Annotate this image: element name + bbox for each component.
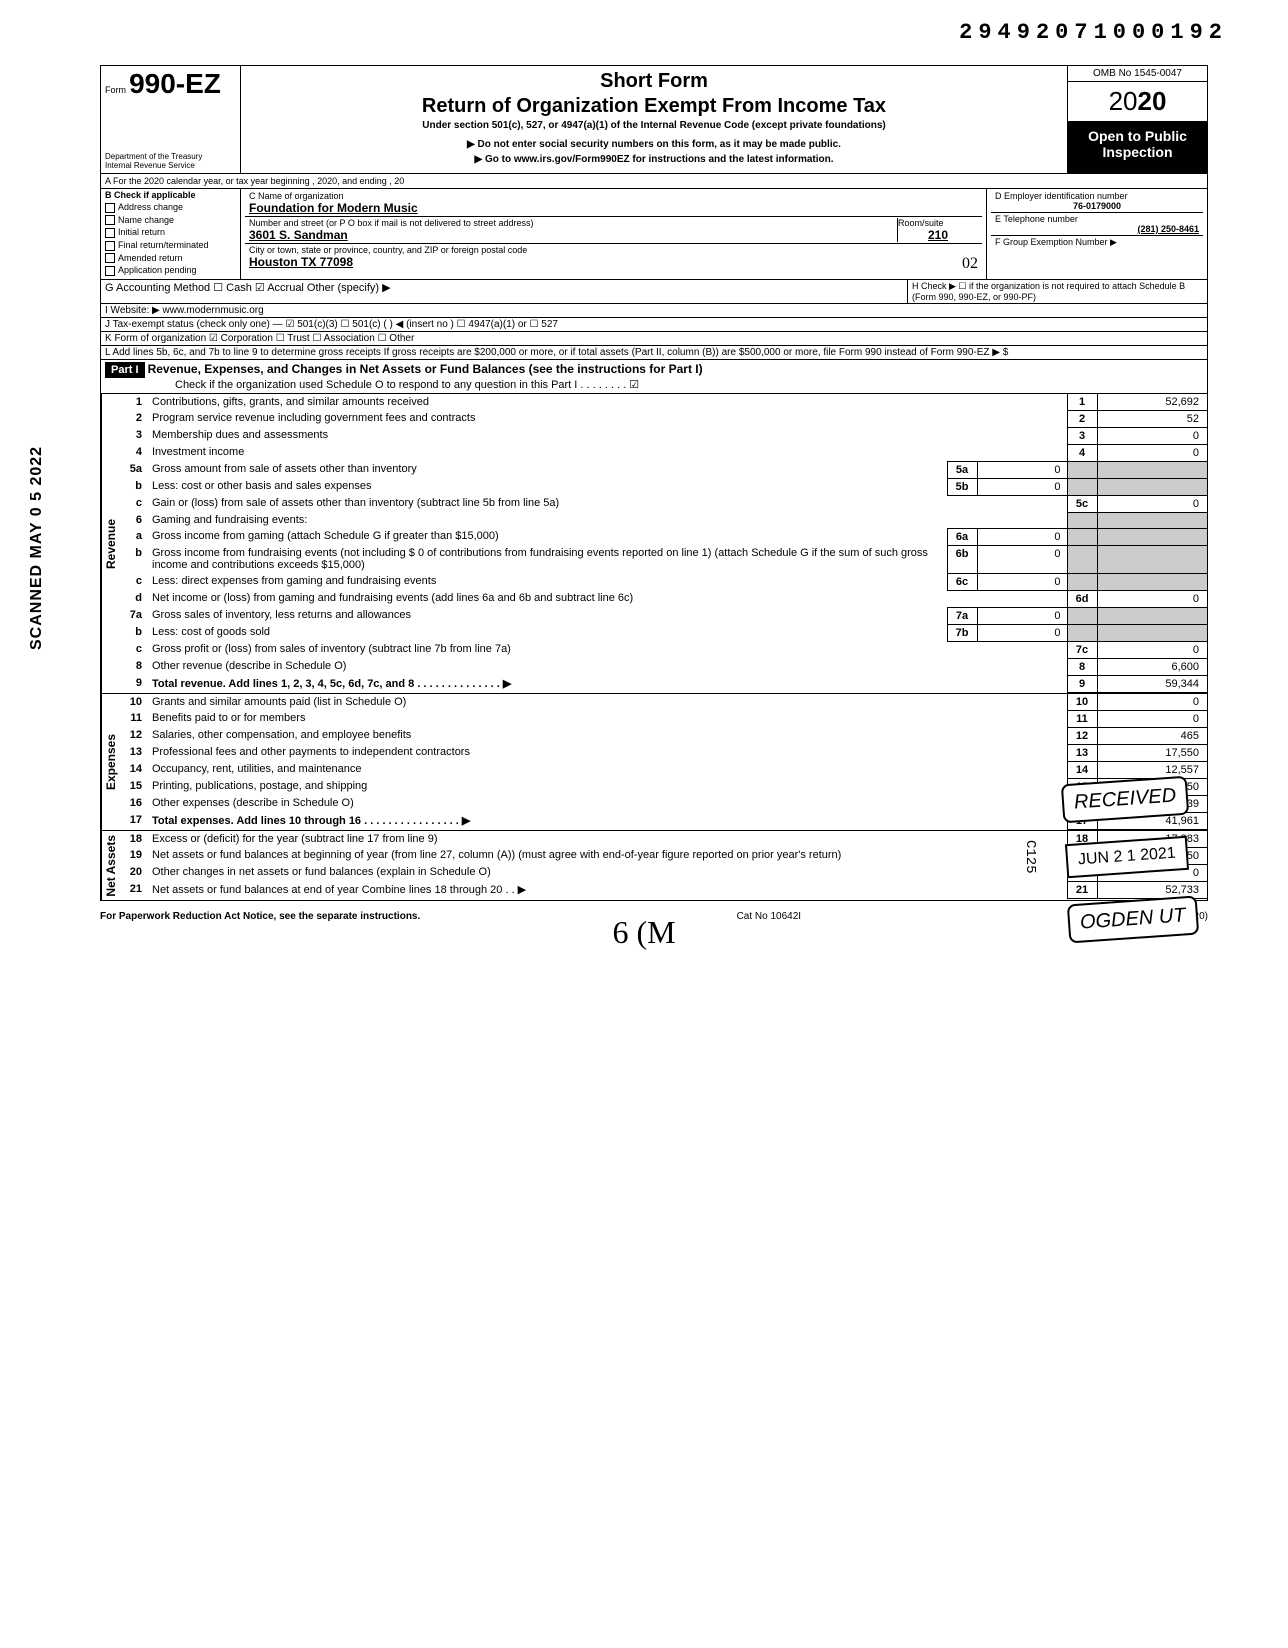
org-room: 210	[898, 228, 978, 242]
table-row: 19Net assets or fund balances at beginni…	[120, 847, 1207, 864]
c125-mark: C125	[1022, 840, 1038, 874]
revenue-section: Revenue 1Contributions, gifts, grants, a…	[101, 394, 1207, 694]
phone-label: E Telephone number	[995, 214, 1199, 224]
room-label: Room/suite	[898, 218, 978, 228]
table-row: 8Other revenue (describe in Schedule O)8…	[120, 658, 1207, 675]
line-g: G Accounting Method ☐ Cash ☑ Accrual Oth…	[101, 280, 907, 303]
table-row: 3Membership dues and assessments30	[120, 427, 1207, 444]
under-section: Under section 501(c), 527, or 4947(a)(1)…	[249, 120, 1059, 131]
addr-label: Number and street (or P O box if mail is…	[249, 218, 897, 228]
right-info-col: D Employer identification number 76-0179…	[987, 189, 1207, 279]
chk-final-return[interactable]: Final return/terminated	[105, 240, 236, 251]
table-row: dNet income or (loss) from gaming and fu…	[120, 590, 1207, 607]
chk-name-change[interactable]: Name change	[105, 215, 236, 226]
table-row: bGross income from fundraising events (n…	[120, 545, 1207, 573]
revenue-table: 1Contributions, gifts, grants, and simil…	[120, 394, 1207, 693]
line-j: J Tax-exempt status (check only one) — ☑…	[101, 318, 1207, 332]
table-row: 5aGross amount from sale of assets other…	[120, 461, 1207, 478]
line-a: A For the 2020 calendar year, or tax yea…	[101, 174, 1207, 189]
city-label: City or town, state or province, country…	[249, 245, 978, 255]
scanned-sidebar: SCANNED MAY 0 5 2022	[28, 446, 46, 650]
org-addr: 3601 S. Sandman	[249, 228, 897, 242]
table-row: cGross profit or (loss) from sales of in…	[120, 641, 1207, 658]
table-row: 4Investment income40	[120, 444, 1207, 461]
table-row: 11Benefits paid to or for members110	[120, 710, 1207, 727]
document-number: 29492071000192	[20, 20, 1268, 45]
table-row: 14Occupancy, rent, utilities, and mainte…	[120, 761, 1207, 778]
netassets-vlabel: Net Assets	[101, 831, 120, 901]
tax-year: 2020	[1068, 82, 1207, 122]
expenses-section: Expenses 10Grants and similar amounts pa…	[101, 694, 1207, 831]
table-row: 16Other expenses (describe in Schedule O…	[120, 795, 1207, 812]
footer-mid: Cat No 10642I	[737, 911, 802, 922]
ssn-warning: ▶ Do not enter social security numbers o…	[249, 139, 1059, 150]
line-h: H Check ▶ ☐ if the organization is not r…	[907, 280, 1207, 303]
table-row: 18Excess or (deficit) for the year (subt…	[120, 831, 1207, 848]
part1-header: Part I Revenue, Expenses, and Changes in…	[101, 360, 1207, 394]
line-i: I Website: ▶ www.modernmusic.org	[101, 304, 1207, 318]
netassets-table: 18Excess or (deficit) for the year (subt…	[120, 831, 1207, 899]
form-number: 990-EZ	[129, 68, 221, 99]
check-b-title: B Check if applicable	[105, 190, 236, 200]
form-header: Form 990-EZ Department of the Treasury I…	[101, 66, 1207, 174]
org-name: Foundation for Modern Music	[249, 201, 978, 215]
chk-initial-return[interactable]: Initial return	[105, 227, 236, 238]
org-city: Houston TX 77098	[249, 255, 353, 273]
table-row: 10Grants and similar amounts paid (list …	[120, 694, 1207, 711]
table-row: 12Salaries, other compensation, and empl…	[120, 727, 1207, 744]
part1-title: Revenue, Expenses, and Changes in Net As…	[148, 362, 703, 376]
netassets-section: Net Assets 18Excess or (deficit) for the…	[101, 831, 1207, 901]
open-public: Open to Public Inspection	[1068, 122, 1207, 173]
table-row: 9Total revenue. Add lines 1, 2, 3, 4, 5c…	[120, 675, 1207, 692]
table-row: bLess: cost of goods sold7b0	[120, 624, 1207, 641]
year-prefix: 20	[1109, 86, 1138, 116]
part1-check: Check if the organization used Schedule …	[105, 378, 1203, 391]
ein-label: D Employer identification number	[995, 191, 1199, 201]
short-form-title: Short Form	[249, 70, 1059, 93]
omb-number: OMB No 1545-0047	[1068, 66, 1207, 82]
name-label: C Name of organization	[249, 191, 978, 201]
table-row: 15Printing, publications, postage, and s…	[120, 778, 1207, 795]
table-row: 20Other changes in net assets or fund ba…	[120, 864, 1207, 881]
check-b-column: B Check if applicable Address change Nam…	[101, 189, 241, 279]
chk-address-change[interactable]: Address change	[105, 202, 236, 213]
expenses-vlabel: Expenses	[101, 694, 120, 830]
table-row: 7aGross sales of inventory, less returns…	[120, 607, 1207, 624]
org-info-block: B Check if applicable Address change Nam…	[101, 189, 1207, 280]
chk-amended[interactable]: Amended return	[105, 253, 236, 264]
form-990ez: Form 990-EZ Department of the Treasury I…	[100, 65, 1208, 901]
form-prefix: Form	[105, 85, 126, 95]
table-row: 13Professional fees and other payments t…	[120, 744, 1207, 761]
part1-label: Part I	[105, 362, 145, 378]
org-ein: 76-0179000	[995, 201, 1199, 211]
return-title: Return of Organization Exempt From Incom…	[249, 95, 1059, 118]
table-row: cGain or (loss) from sale of assets othe…	[120, 495, 1207, 512]
table-row: 17Total expenses. Add lines 10 through 1…	[120, 812, 1207, 829]
line-k: K Form of organization ☑ Corporation ☐ T…	[101, 332, 1207, 346]
org-phone: (281) 250-8461	[995, 224, 1199, 234]
chk-pending[interactable]: Application pending	[105, 265, 236, 276]
table-row: 2Program service revenue including gover…	[120, 410, 1207, 427]
line-g-h-row: G Accounting Method ☐ Cash ☑ Accrual Oth…	[101, 280, 1207, 304]
line-l: L Add lines 5b, 6c, and 7b to line 9 to …	[101, 346, 1207, 360]
table-row: aGross income from gaming (attach Schedu…	[120, 528, 1207, 545]
year-bold: 20	[1138, 86, 1167, 116]
revenue-vlabel: Revenue	[101, 394, 120, 693]
hand-note: 02	[962, 255, 978, 273]
table-row: 1Contributions, gifts, grants, and simil…	[120, 394, 1207, 411]
group-label: F Group Exemption Number ▶	[995, 237, 1199, 248]
name-address-block: C Name of organization Foundation for Mo…	[241, 189, 987, 279]
goto-link: ▶ Go to www.irs.gov/Form990EZ for instru…	[249, 154, 1059, 165]
table-row: 6Gaming and fundraising events:	[120, 512, 1207, 528]
footer-left: For Paperwork Reduction Act Notice, see …	[100, 911, 420, 922]
expenses-table: 10Grants and similar amounts paid (list …	[120, 694, 1207, 830]
dept-label: Department of the Treasury Internal Reve…	[105, 153, 236, 171]
table-row: cLess: direct expenses from gaming and f…	[120, 573, 1207, 590]
table-row: bLess: cost or other basis and sales exp…	[120, 478, 1207, 495]
table-row: 21Net assets or fund balances at end of …	[120, 881, 1207, 898]
